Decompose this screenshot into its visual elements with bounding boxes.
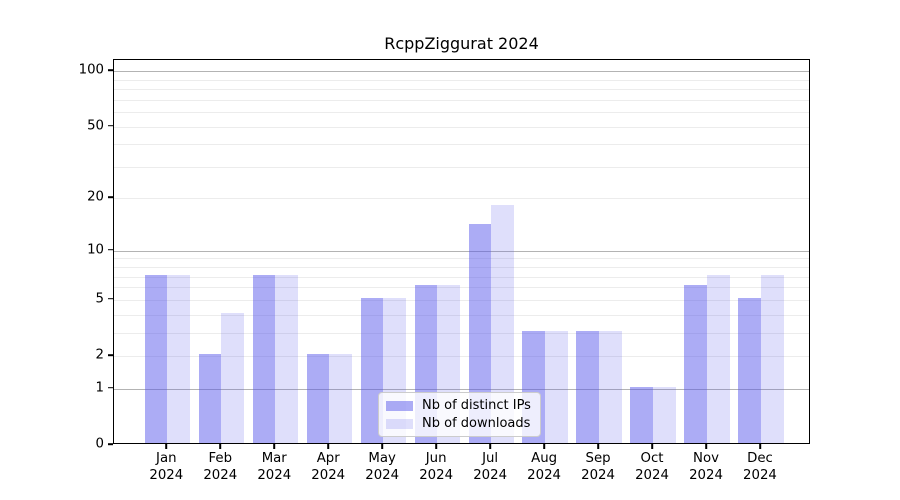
legend-item: Nb of downloads [386,416,531,431]
y-tick-mark [108,298,113,300]
minor-gridline [114,267,809,269]
minor-gridline [114,126,809,128]
x-tick-mark [435,444,437,449]
minor-gridline [114,314,809,316]
x-tick-mark [759,444,761,449]
minor-gridline [114,287,809,289]
bar-downloads [275,274,298,443]
legend-swatch-distinct-ips [386,400,413,411]
y-tick-mark [108,443,113,445]
x-tick-mark [327,444,329,449]
bar-downloads [167,274,190,443]
y-tick-label: 5 [95,291,104,307]
x-tick-mark [273,444,276,449]
x-tick-label: Jan 2024 [149,451,184,483]
minor-gridline [114,258,809,260]
y-tick-mark [108,196,113,199]
x-tick-label: Feb 2024 [203,451,238,483]
x-tick-mark [219,444,222,449]
y-tick-label: 10 [87,242,104,258]
legend-swatch-downloads [386,418,413,429]
x-tick-label: Jul 2024 [473,451,508,483]
bar-downloads [221,312,244,443]
y-tick-label: 20 [87,189,104,205]
x-tick-label: Apr 2024 [311,451,346,483]
major-gridline [114,388,809,390]
legend-label: Nb of distinct IPs [422,398,531,413]
y-tick-label: 1 [95,380,104,396]
minor-gridline [114,112,809,114]
minor-gridline [114,332,809,334]
bar-distinct-ips [630,386,654,443]
minor-gridline [114,79,809,81]
minor-gridline [114,144,809,146]
x-tick-mark [543,444,545,449]
legend-label: Nb of downloads [422,416,531,431]
x-tick-label: Sep 2024 [581,451,615,483]
x-tick-label: Aug 2024 [527,451,561,483]
bar-distinct-ips [252,274,276,443]
bar-distinct-ips [576,330,600,443]
x-tick-mark [381,444,383,449]
x-tick-label: Dec 2024 [743,451,777,483]
y-tick-mark [108,387,113,389]
y-tick-label: 100 [78,62,104,78]
x-tick-label: Mar 2024 [257,451,292,483]
minor-gridline [114,276,809,278]
minor-gridline [114,166,809,168]
bar-distinct-ips [198,354,222,443]
bar-distinct-ips [144,274,168,443]
minor-gridline [114,99,809,101]
bar-downloads [707,274,730,443]
y-tick-label: 2 [95,347,104,363]
minor-gridline [114,89,809,91]
bar-downloads [491,204,514,443]
x-tick-label: May 2024 [365,451,400,483]
bar-downloads [545,330,568,443]
legend-item: Nb of distinct IPs [386,398,531,413]
y-tick-mark [108,124,113,127]
bar-distinct-ips [738,297,761,443]
bar-distinct-ips [684,285,707,443]
minor-gridline [114,299,809,301]
y-tick-mark [108,248,113,251]
x-tick-mark [597,444,599,449]
x-tick-label: Nov 2024 [689,451,723,483]
x-tick-mark [489,444,491,449]
plot-area [113,59,810,444]
y-tick-label: 0 [95,436,104,452]
minor-gridline [114,198,809,200]
bar-downloads [760,274,784,443]
bar-distinct-ips [360,297,384,443]
bar-downloads [329,354,352,443]
x-tick-mark [165,444,168,449]
chart-title: RcppZiggurat 2024 [384,34,539,53]
major-gridline [114,250,809,252]
x-tick-label: Oct 2024 [635,451,669,483]
bar-distinct-ips [468,223,492,443]
major-gridline [114,71,809,73]
x-tick-mark [651,444,653,449]
y-tick-mark [108,69,113,71]
legend: Nb of distinct IPs Nb of downloads [378,392,541,437]
bar-downloads [599,330,622,443]
bar-distinct-ips [306,354,330,443]
bar-downloads [653,386,676,443]
y-tick-label: 50 [87,118,104,134]
x-tick-mark [705,444,707,449]
minor-gridline [114,356,809,357]
y-tick-mark [108,354,113,356]
x-tick-label: Jun 2024 [419,451,454,483]
